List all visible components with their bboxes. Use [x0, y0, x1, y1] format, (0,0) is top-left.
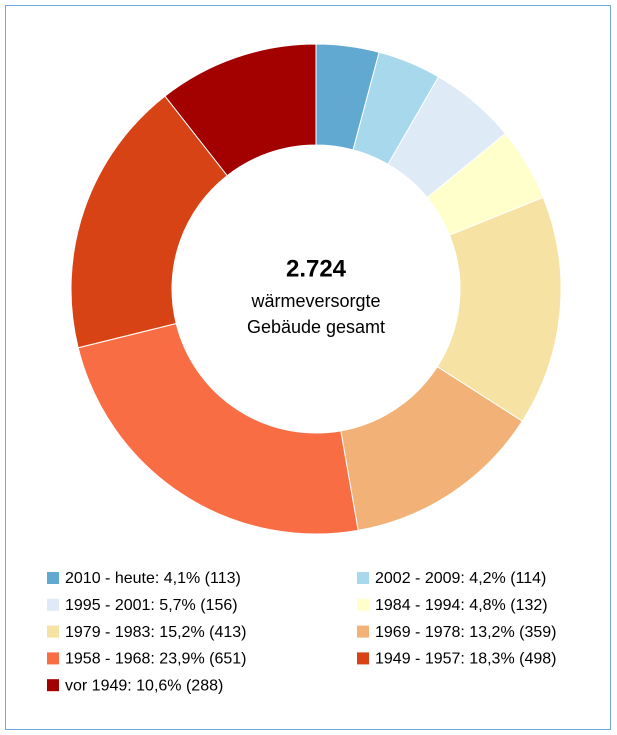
legend-swatch — [47, 572, 59, 584]
legend-swatch — [357, 625, 369, 638]
legend-label: 2010 - heute: 4,1% (113) — [65, 570, 241, 587]
legend-swatch — [47, 679, 59, 692]
legend-label: 1995 - 2001: 5,7% (156) — [65, 597, 238, 614]
center-text: wärmeversorgte — [250, 291, 380, 311]
legend-swatch — [47, 598, 59, 611]
donut-segment — [77, 322, 359, 535]
legend-label: vor 1949: 10,6% (288) — [65, 677, 223, 694]
legend-swatch — [47, 625, 59, 638]
legend-label: 1949 - 1957: 18,3% (498) — [375, 651, 556, 668]
legend-label: 1958 - 1968: 23,9% (651) — [65, 651, 246, 668]
donut-segment — [70, 95, 228, 349]
legend-label: 1979 - 1983: 15,2% (413) — [65, 624, 246, 641]
legend-swatch — [47, 652, 59, 665]
legend-label: 1984 - 1994: 4,8% (132) — [375, 597, 548, 614]
center-text: Gebäude gesamt — [247, 317, 385, 337]
donut-segment — [164, 43, 317, 177]
center-total: 2.724 — [286, 255, 347, 282]
legend-swatch — [357, 598, 369, 611]
legend-swatch — [357, 572, 369, 584]
legend-label: 1969 - 1978: 13,2% (359) — [375, 624, 556, 641]
legend-swatch — [357, 652, 369, 665]
legend-label: 2002 - 2009: 4,2% (114) — [375, 570, 546, 587]
